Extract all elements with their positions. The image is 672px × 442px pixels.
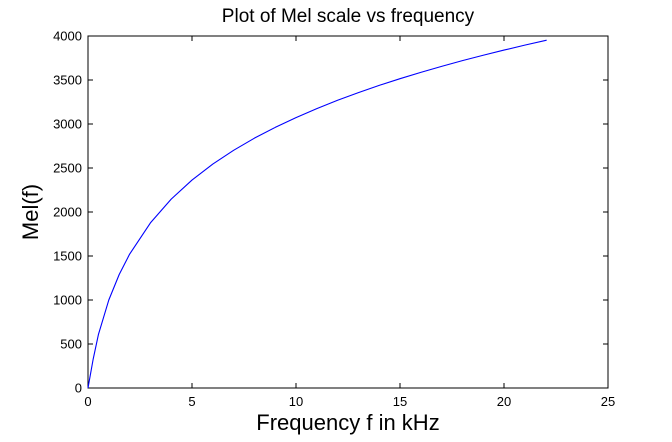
y-tick-label: 3500 bbox=[53, 73, 82, 88]
chart-title: Plot of Mel scale vs frequency bbox=[222, 6, 475, 27]
plot-area-frame bbox=[87, 35, 609, 389]
x-tick-label: 5 bbox=[188, 394, 195, 409]
y-tick-label: 2500 bbox=[53, 161, 82, 176]
y-tick-label: 4000 bbox=[53, 29, 82, 44]
x-axis-label: Frequency f in kHz bbox=[256, 410, 439, 435]
ticks-layer: 0 5 10 15 20 25 0 500 1000 1500 2000 2500 3000 3500 40… bbox=[53, 29, 615, 410]
x-tick-label: 10 bbox=[289, 394, 303, 409]
series-layer bbox=[87, 39, 547, 389]
mel-curve-line bbox=[87, 39, 547, 389]
y-axis-label: Mel(f) bbox=[18, 184, 43, 240]
x-tick-label: 25 bbox=[601, 394, 615, 409]
x-tick-label: 15 bbox=[393, 394, 407, 409]
y-tick-label: 1500 bbox=[53, 249, 82, 264]
y-tick-label: 2000 bbox=[53, 205, 82, 220]
y-tick-label: 3000 bbox=[53, 117, 82, 132]
y-tick-label: 500 bbox=[60, 337, 82, 352]
y-tick-label: 0 bbox=[75, 381, 82, 396]
x-tick-label: 20 bbox=[497, 394, 511, 409]
y-tick-label: 1000 bbox=[53, 293, 82, 308]
x-tick-label: 0 bbox=[84, 394, 91, 409]
